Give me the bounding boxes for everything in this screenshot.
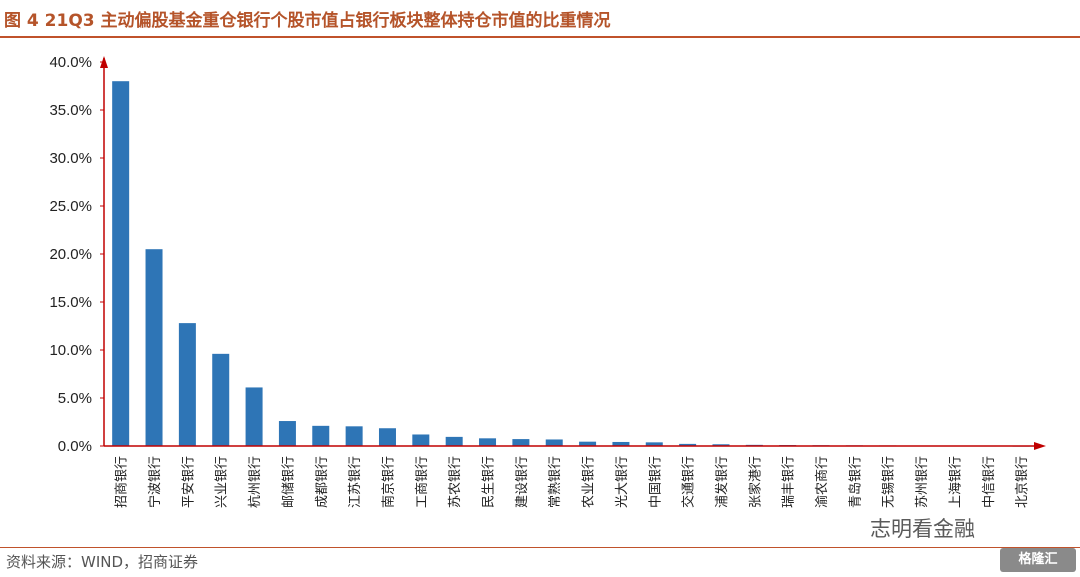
y-tick-label: 5.0% bbox=[58, 390, 92, 407]
bar-14 bbox=[545, 439, 563, 446]
x-tick-label: 中国银行 bbox=[648, 456, 663, 508]
x-tick-label: 民生银行 bbox=[482, 456, 497, 508]
bar-6 bbox=[278, 421, 296, 446]
x-axis: 招商银行 宁波银行 平安银行 兴业银行 杭州银行 邮储银行 成都银行 江苏银行 南京银行 工商银行… bbox=[104, 442, 1046, 508]
x-tick-label: 建设银行 bbox=[515, 456, 530, 508]
bar-10 bbox=[412, 434, 430, 446]
y-axis: 0.0% 5.0% 10.0% 15.0% 20.0% 25.0% 30.0% 35.0% 40… bbox=[49, 54, 108, 455]
x-tick-label: 招商银行 bbox=[115, 456, 130, 508]
x-tick-label: 邮储银行 bbox=[281, 456, 296, 508]
source-note: 资料来源：WIND，招商证券 bbox=[6, 553, 199, 571]
watermark-logo: 格隆汇 bbox=[1000, 548, 1076, 572]
x-tick-label: 上海银行 bbox=[948, 456, 963, 508]
x-tick-label: 杭州银行 bbox=[248, 456, 263, 508]
x-tick-label: 平安银行 bbox=[181, 456, 196, 508]
x-tick-label: 常熟银行 bbox=[547, 456, 563, 508]
x-tick-label: 光大银行 bbox=[615, 456, 630, 508]
y-tick-label: 35.0% bbox=[49, 102, 92, 119]
x-tick-label: 苏州银行 bbox=[914, 456, 930, 508]
x-tick-label: 渝农商行 bbox=[814, 456, 830, 508]
x-tick-label: 瑞丰银行 bbox=[782, 456, 797, 508]
bar-13 bbox=[512, 439, 530, 446]
x-axis-arrow bbox=[1034, 442, 1046, 450]
chart-title: 图 4 21Q3 主动偏股基金重仓银行个股市值占银行板块整体持仓市值的比重情况 bbox=[4, 11, 611, 31]
bar-11 bbox=[445, 436, 463, 446]
x-tick-label: 北京银行 bbox=[1015, 456, 1030, 508]
bar-18 bbox=[679, 443, 697, 446]
bar-17 bbox=[645, 442, 663, 446]
y-tick-label: 30.0% bbox=[49, 150, 92, 167]
x-tick-label: 南京银行 bbox=[380, 456, 396, 508]
bar-3 bbox=[178, 323, 196, 446]
bars-group bbox=[112, 81, 1030, 447]
bar-16 bbox=[612, 441, 630, 446]
y-tick-label: 25.0% bbox=[49, 198, 92, 215]
bar-7 bbox=[312, 425, 330, 446]
x-tick-label: 中信银行 bbox=[982, 456, 997, 508]
x-tick-label: 农业银行 bbox=[582, 456, 597, 508]
x-tick-label: 苏农银行 bbox=[447, 456, 463, 508]
bar-4 bbox=[212, 353, 230, 446]
y-tick-label: 20.0% bbox=[49, 246, 92, 263]
x-tick-label: 交通银行 bbox=[681, 456, 697, 508]
watermark-text: 志明看金融 bbox=[870, 517, 975, 541]
bar-9 bbox=[378, 428, 396, 446]
x-tick-label: 张家港行 bbox=[747, 456, 763, 508]
y-tick-label: 10.0% bbox=[49, 342, 92, 359]
bar-15 bbox=[579, 441, 597, 446]
x-tick-label: 宁波银行 bbox=[147, 456, 163, 508]
bar-12 bbox=[479, 438, 497, 446]
y-tick-label: 0.0% bbox=[58, 438, 92, 455]
x-tick-label: 无锡银行 bbox=[882, 456, 897, 508]
bar-1 bbox=[112, 81, 130, 446]
bar-8 bbox=[345, 426, 363, 446]
x-tick-label: 工商银行 bbox=[415, 456, 430, 508]
x-tick-label: 成都银行 bbox=[315, 456, 330, 508]
y-tick-label: 40.0% bbox=[49, 54, 92, 71]
x-tick-label: 兴业银行 bbox=[215, 456, 230, 508]
footer-rule bbox=[0, 547, 1080, 548]
x-tick-label: 浦发银行 bbox=[714, 456, 730, 508]
bar-5 bbox=[245, 387, 263, 446]
title-rule bbox=[0, 36, 1080, 38]
y-tick-label: 15.0% bbox=[49, 294, 92, 311]
bar-19 bbox=[712, 444, 730, 446]
x-tick-label: 江苏银行 bbox=[347, 456, 363, 508]
bar-2 bbox=[145, 249, 163, 446]
x-tick-label: 青岛银行 bbox=[847, 456, 863, 508]
